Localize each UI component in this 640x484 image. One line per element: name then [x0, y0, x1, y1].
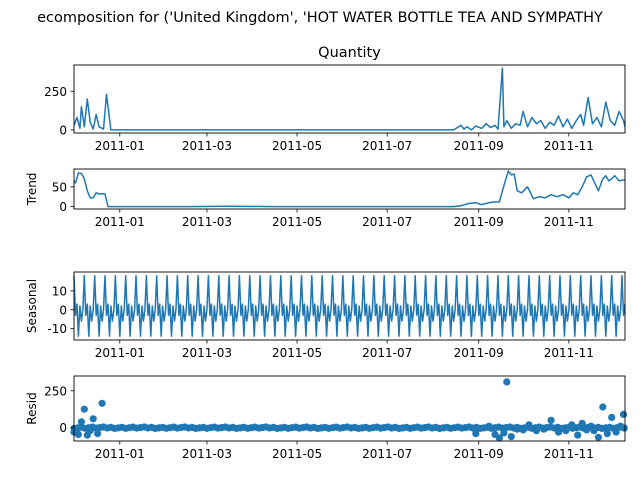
- resid-point: [574, 431, 582, 439]
- resid-x-tick-label: 2011-05: [272, 447, 322, 461]
- seasonal-x-tick-label: 2011-01: [95, 346, 145, 360]
- seasonal-x-tick-label: 2011-09: [454, 346, 504, 360]
- resid-point: [525, 421, 533, 429]
- resid-x-tick-label: 2011-01: [95, 447, 145, 461]
- resid-point: [503, 378, 511, 386]
- resid-point: [507, 433, 515, 441]
- resid-point: [89, 415, 97, 423]
- resid-point: [519, 426, 527, 434]
- quantity-x-tick-label: 2011-09: [454, 139, 504, 153]
- resid-point: [568, 421, 576, 429]
- resid-point: [513, 425, 521, 433]
- resid-point: [98, 399, 106, 407]
- seasonal-series-line: [73, 275, 626, 337]
- seasonal-x-tick-label: 2011-07: [362, 346, 412, 360]
- resid-y-axis-label: Resid: [25, 392, 39, 424]
- trend-series-line: [73, 170, 626, 208]
- resid-point: [590, 427, 598, 435]
- quantity-series-line: [73, 67, 626, 131]
- trend-x-tick-label: 2011-09: [454, 215, 504, 229]
- resid-axes-frame: [73, 375, 626, 442]
- resid-point: [612, 428, 620, 436]
- seasonal-x-tick-label: 2011-05: [272, 346, 322, 360]
- trend-x-tick-label: 2011-01: [95, 215, 145, 229]
- resid-point: [603, 430, 611, 438]
- resid-y-tick-label: 0: [59, 421, 67, 435]
- resid-point: [617, 422, 625, 430]
- seasonal-y-tick-label: 0: [59, 303, 67, 317]
- trend-x-tick-label: 2011-07: [362, 215, 412, 229]
- quantity-x-tick-label: 2011-07: [362, 139, 412, 153]
- resid-x-tick-label: 2011-11: [544, 447, 594, 461]
- resid-point: [594, 433, 603, 441]
- resid-point: [74, 430, 82, 438]
- trend-y-axis-label: Trend: [25, 173, 39, 207]
- quantity-x-tick-label: 2011-03: [182, 139, 232, 153]
- trend-x-tick-label: 2011-03: [182, 215, 232, 229]
- resid-point: [608, 413, 616, 421]
- trend-y-tick-label: 50: [52, 180, 67, 194]
- resid-point: [495, 434, 503, 442]
- resid-y-tick-label: 250: [44, 384, 67, 398]
- resid-x-tick-label: 2011-07: [362, 447, 412, 461]
- quantity-x-tick-label: 2011-05: [272, 139, 322, 153]
- quantity-x-tick-label: 2011-01: [95, 139, 145, 153]
- resid-point: [540, 425, 548, 433]
- resid-point: [77, 418, 85, 426]
- quantity-x-tick-label: 2011-11: [544, 139, 594, 153]
- trend-y-tick-label: 0: [59, 200, 67, 214]
- figure-suptitle: ecomposition for ('United Kingdom', 'HOT…: [37, 10, 603, 26]
- trend-axes-frame: [73, 168, 626, 210]
- resid-x-tick-label: 2011-03: [182, 447, 232, 461]
- resid-point: [554, 428, 563, 436]
- resid-x-tick-label: 2011-09: [454, 447, 504, 461]
- seasonal-x-tick-label: 2011-03: [182, 346, 232, 360]
- quantity-y-tick-label: 0: [59, 123, 67, 137]
- resid-point: [578, 419, 586, 427]
- trend-x-tick-label: 2011-11: [544, 215, 594, 229]
- resid-point: [562, 427, 570, 435]
- resid-point: [472, 430, 480, 438]
- resid-point: [547, 416, 555, 424]
- quantity-y-tick-label: 250: [44, 85, 67, 99]
- resid-point: [94, 430, 102, 438]
- resid-point: [532, 427, 541, 435]
- quantity-title: Quantity: [318, 45, 381, 61]
- seasonal-y-tick-label: -10: [47, 322, 67, 336]
- seasonal-axes-frame: [73, 271, 626, 341]
- quantity-axes-frame: [73, 64, 626, 134]
- resid-point: [500, 429, 508, 437]
- resid-point: [86, 427, 94, 435]
- resid-point: [485, 422, 493, 430]
- seasonal-y-tick-label: 10: [52, 284, 67, 298]
- resid-point: [599, 403, 607, 411]
- resid-point: [80, 405, 88, 413]
- seasonal-x-tick-label: 2011-11: [544, 346, 594, 360]
- trend-x-tick-label: 2011-05: [272, 215, 322, 229]
- seasonal-y-axis-label: Seasonal: [25, 279, 39, 333]
- resid-point: [619, 410, 628, 418]
